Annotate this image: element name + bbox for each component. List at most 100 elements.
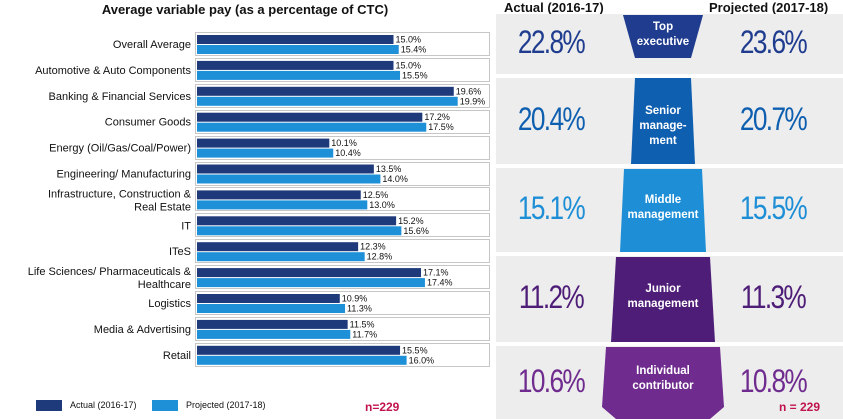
category-label: Infrastructure, Construction & <box>48 188 192 200</box>
bar-projected <box>197 329 351 339</box>
value-projected: 15.5% <box>739 190 808 226</box>
category-label: Media & Advertising <box>94 324 191 336</box>
bar-projected <box>197 200 368 210</box>
variable-pay-chart: Average variable pay (as a percentage of… <box>28 2 490 414</box>
data-label-projected: 15.4% <box>401 45 427 55</box>
tie-graphic <box>602 15 724 419</box>
category-label: Healthcare <box>138 279 191 291</box>
data-label-actual: 15.0% <box>396 60 422 70</box>
level-label-line: management <box>627 298 699 310</box>
level-label: Senior manage-ment <box>613 104 713 149</box>
category-label: Real Estate <box>134 201 191 213</box>
data-label-actual: 17.2% <box>424 112 450 122</box>
level-label-line: Individual <box>636 365 690 377</box>
bar-projected <box>197 148 334 158</box>
bar-projected <box>197 278 425 288</box>
value-projected: 20.7% <box>739 101 808 137</box>
data-label-projected: 17.5% <box>428 122 454 132</box>
level-label: Individual contributor <box>613 364 713 394</box>
category-label: Engineering/ Manufacturing <box>56 169 191 181</box>
data-label-projected: 10.4% <box>335 148 361 158</box>
tie-segment <box>623 15 703 58</box>
data-label-actual: 12.5% <box>363 190 389 200</box>
category-label: ITeS <box>169 246 191 258</box>
data-label-actual: 15.2% <box>398 216 424 226</box>
data-label-projected: 12.8% <box>367 252 393 262</box>
tie-segment <box>602 347 724 419</box>
data-label-actual: 10.1% <box>331 138 357 148</box>
category-label: Overall Average <box>113 39 191 51</box>
tie-segment <box>631 78 695 164</box>
bar-projected <box>197 174 381 184</box>
category-label: Life Sciences/ Pharmaceuticals & <box>28 266 192 278</box>
value-projected: 11.3% <box>740 279 807 315</box>
tie-segment <box>620 169 706 252</box>
data-label-projected: 19.9% <box>460 96 486 106</box>
data-label-projected: 11.3% <box>347 304 372 314</box>
value-actual: 15.1% <box>517 190 586 226</box>
bar-actual <box>197 60 394 70</box>
data-label-actual: 12.3% <box>360 242 386 252</box>
bar-projected <box>197 226 402 236</box>
level-label-line: Senior <box>645 105 681 117</box>
legend-label-actual: Actual (2016-17) <box>70 400 137 410</box>
bar-actual <box>197 190 361 200</box>
bar-actual <box>197 242 359 252</box>
level-pay-table: Actual (2016-17) Projected (2017-18) Top… <box>496 0 843 419</box>
level-label-line: Top <box>652 21 674 33</box>
legend-item-actual: Actual (2016-17) <box>36 400 137 412</box>
legend-label-projected: Projected (2017-18) <box>186 400 266 410</box>
sample-size-note: n=229 <box>365 400 400 414</box>
value-actual: 11.2% <box>518 279 585 315</box>
category-label: IT <box>181 220 191 232</box>
category-label: Logistics <box>148 298 191 310</box>
value-projected: 10.8% <box>739 362 808 399</box>
bar-actual <box>197 35 394 44</box>
bar-projected <box>197 122 427 132</box>
data-label-projected: 16.0% <box>409 355 435 365</box>
chart-title: Average variable pay (as a percentage of… <box>101 2 389 17</box>
level-label: Top executive <box>613 20 713 50</box>
data-label-projected: 15.5% <box>402 70 428 80</box>
data-label-projected: 17.4% <box>427 278 453 288</box>
level-label-line: ment <box>649 135 677 147</box>
column-header-projected: Projected (2017-18) <box>709 0 829 15</box>
level-label-line: Junior <box>645 283 681 295</box>
data-label-actual: 15.0% <box>396 35 422 45</box>
bar-actual <box>197 319 348 329</box>
data-label-actual: 13.5% <box>376 164 402 174</box>
bar-actual <box>197 138 330 148</box>
bar-chart-svg: 15.0%15.4%Overall Average15.0%15.5%Autom… <box>28 35 486 366</box>
legend-swatch-projected <box>152 400 178 412</box>
category-label: Energy (Oil/Gas/Coal/Power) <box>49 143 191 155</box>
level-label-line: executive <box>636 36 690 48</box>
level-label-line: Middle <box>644 194 682 206</box>
level-label-line: management <box>627 209 699 221</box>
data-label-actual: 15.5% <box>402 345 428 355</box>
bar-projected <box>197 45 399 54</box>
bar-actual <box>197 86 454 96</box>
legend-item-projected: Projected (2017-18) <box>152 400 266 412</box>
bar-actual <box>197 268 422 278</box>
data-label-projected: 11.7% <box>352 329 377 339</box>
value-actual: 10.6% <box>517 362 586 399</box>
level-label: Middle management <box>613 193 713 223</box>
tie-segment <box>611 257 715 342</box>
legend-swatch-actual <box>36 400 62 412</box>
bar-projected <box>197 70 401 80</box>
level-label-line: manage- <box>639 120 687 132</box>
bar-actual <box>197 216 397 226</box>
level-sample-size-note: n = 229 <box>779 400 821 414</box>
bar-projected <box>197 96 458 106</box>
bar-actual <box>197 294 340 303</box>
value-projected: 23.6% <box>739 24 808 60</box>
column-header-actual: Actual (2016-17) <box>504 0 604 15</box>
bar-projected <box>197 252 365 262</box>
data-label-projected: 13.0% <box>369 200 395 210</box>
bar-projected <box>197 304 346 313</box>
data-label-actual: 11.5% <box>350 319 375 329</box>
value-actual: 22.8% <box>517 24 586 60</box>
bar-actual <box>197 112 423 122</box>
category-label: Banking & Financial Services <box>49 91 192 103</box>
data-label-projected: 15.6% <box>403 226 429 236</box>
